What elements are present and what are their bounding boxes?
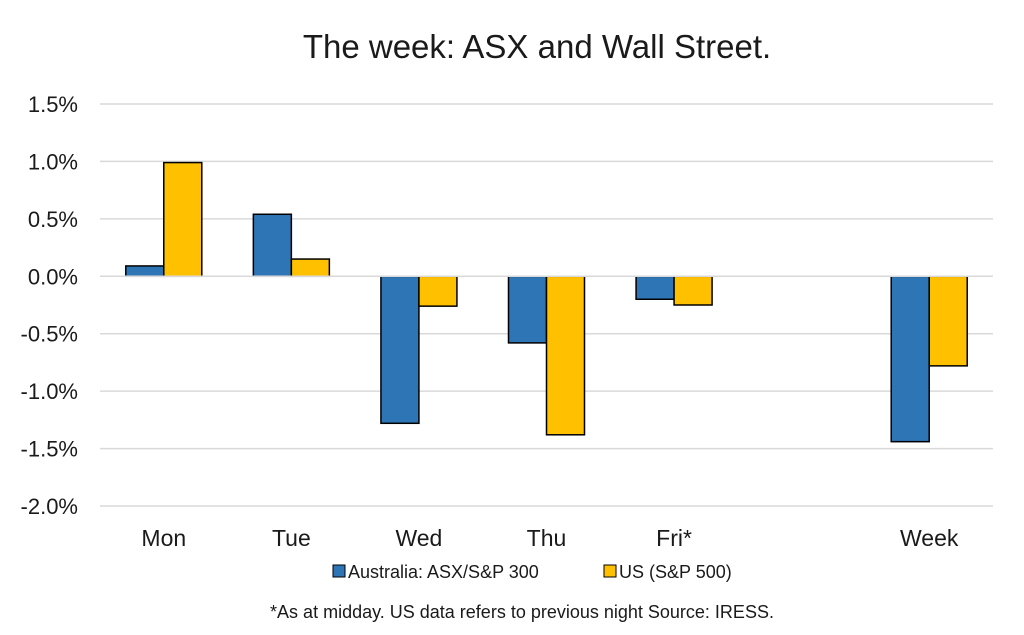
bar-australia-3 <box>507 275 548 344</box>
x-tick-label: Tue <box>272 525 311 551</box>
bar-australia-2 <box>380 275 420 425</box>
y-tick-label: 1.0% <box>28 149 78 174</box>
bar-australia-6 <box>890 275 930 443</box>
bar-us-2 <box>418 275 458 307</box>
x-tick-label: Wed <box>395 525 442 551</box>
y-tick-label: 0.5% <box>28 207 78 232</box>
bar-us-0 <box>163 161 203 278</box>
y-tick-label: 1.5% <box>28 92 78 117</box>
bar-us-6 <box>928 275 968 367</box>
legend-swatch <box>332 564 346 578</box>
bar-us-3 <box>545 275 586 436</box>
bar-australia-1 <box>252 213 293 278</box>
bar-us-1 <box>290 258 331 278</box>
x-tick-label: Mon <box>141 525 186 551</box>
legend-label: Australia: ASX/S&P 300 <box>348 562 539 582</box>
legend-label: US (S&P 500) <box>619 562 732 582</box>
bar-australia-4 <box>635 275 675 301</box>
y-tick-label: -2.0% <box>21 494 78 519</box>
footnote: *As at midday. US data refers to previou… <box>270 602 774 622</box>
y-tick-label: -0.5% <box>21 322 78 347</box>
y-tick-label: 0.0% <box>28 264 78 289</box>
x-tick-label: Fri* <box>656 525 692 551</box>
x-tick-label: Thu <box>527 525 567 551</box>
bars <box>125 161 968 443</box>
bar-australia-0 <box>125 265 165 278</box>
chart-title: The week: ASX and Wall Street. <box>303 28 771 65</box>
bar-us-4 <box>673 275 713 306</box>
y-tick-label: -1.5% <box>21 437 78 462</box>
legend: Australia: ASX/S&P 300 US (S&P 500) <box>332 562 732 582</box>
x-tick-label: Week <box>900 525 959 551</box>
x-axis-labels: Mon Tue Wed Thu Fri* Week <box>141 525 958 551</box>
y-tick-label: -1.0% <box>21 379 78 404</box>
legend-swatch <box>603 564 617 578</box>
y-axis-ticks: 1.5% 1.0% 0.5% 0.0% -0.5% -1.0% -1.5% -2.0% <box>21 92 78 519</box>
